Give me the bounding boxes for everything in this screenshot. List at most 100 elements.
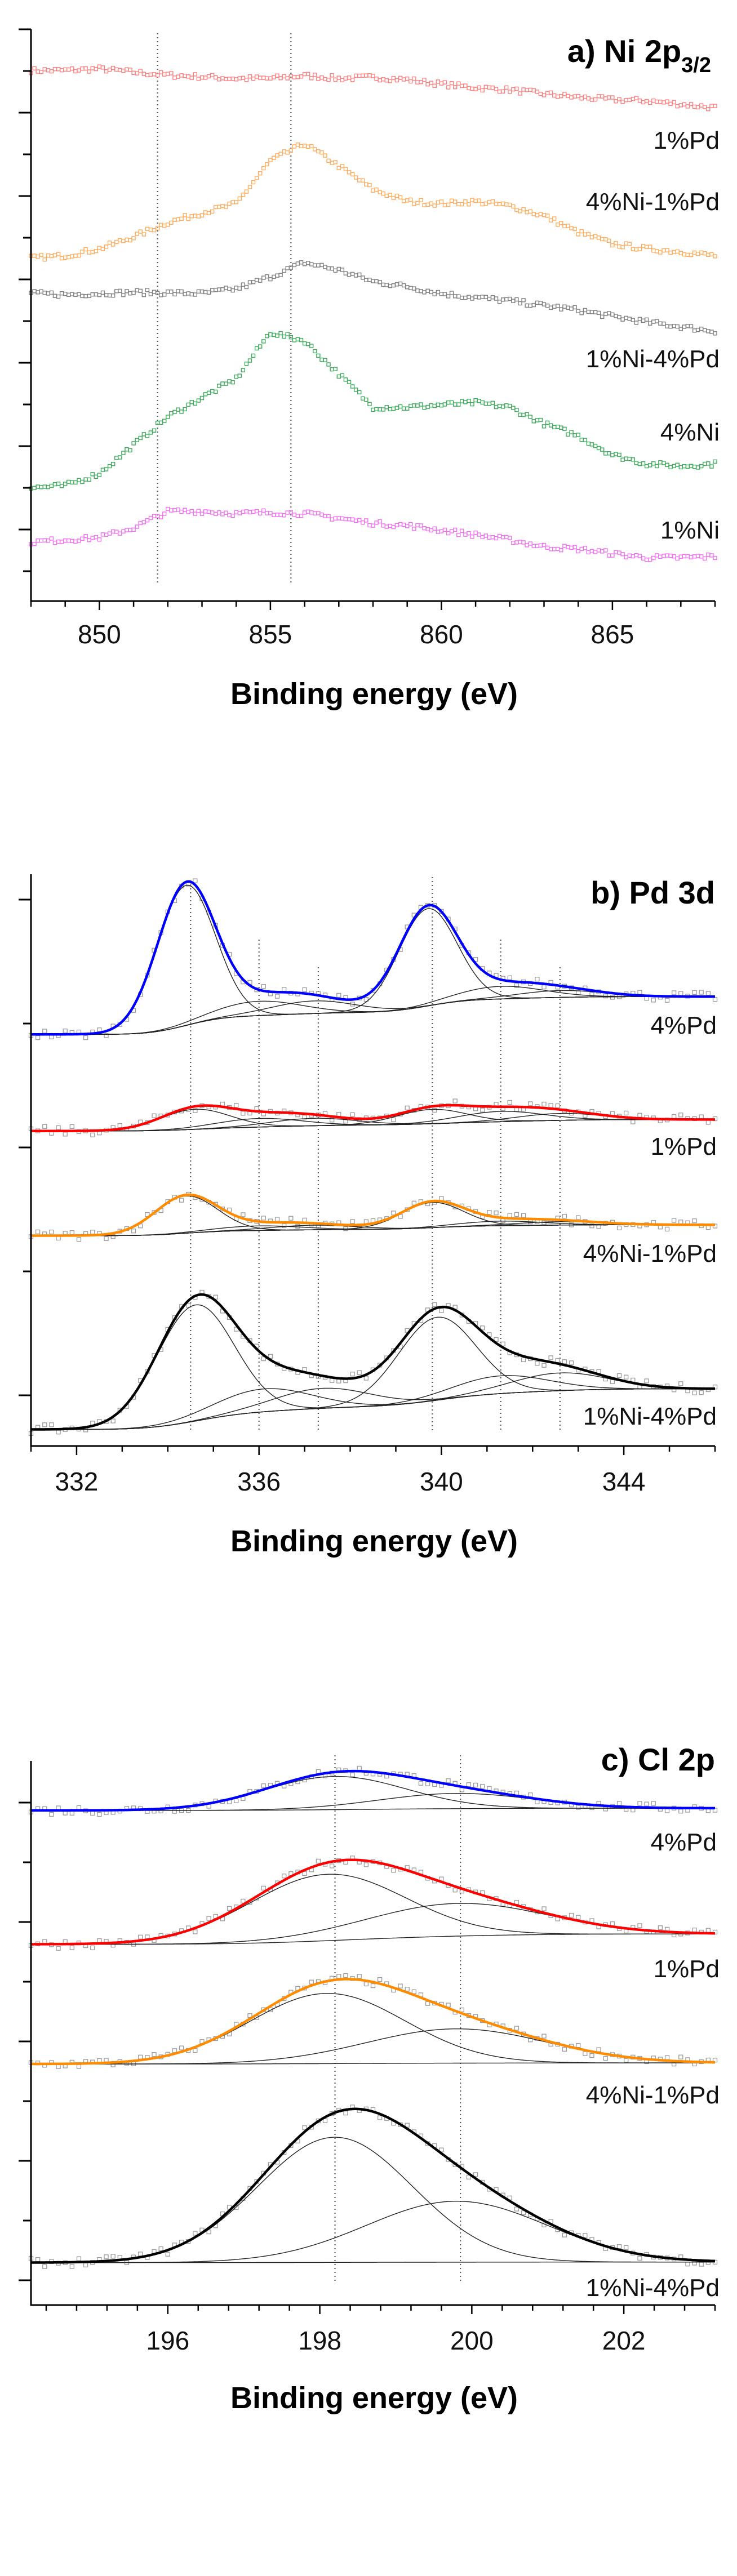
data-point	[556, 223, 560, 227]
data-point	[388, 193, 393, 197]
data-point	[381, 407, 385, 412]
data-point	[138, 2054, 143, 2059]
data-point	[350, 272, 355, 277]
data-point	[596, 548, 601, 553]
data-point	[138, 288, 143, 293]
data-point	[162, 419, 167, 423]
data-point	[166, 223, 170, 227]
data-point	[682, 554, 687, 559]
data-point	[422, 78, 427, 82]
data-point	[261, 1885, 266, 1891]
data-point	[80, 536, 85, 541]
data-point	[477, 532, 481, 537]
data-point	[470, 296, 474, 301]
x-tick-label: 336	[237, 1467, 281, 1496]
data-point	[265, 162, 269, 167]
data-point	[541, 1363, 547, 1368]
data-point	[49, 290, 54, 295]
data-point	[514, 1107, 520, 1112]
data-point	[309, 344, 314, 348]
data-point	[672, 100, 676, 105]
data-point	[94, 292, 99, 297]
data-point	[569, 1360, 574, 1365]
data-point	[66, 67, 71, 72]
data-point	[285, 76, 290, 81]
data-point	[695, 554, 700, 558]
data-point	[480, 535, 485, 540]
data-point	[333, 160, 338, 164]
data-point	[647, 463, 652, 468]
data-point	[678, 465, 683, 470]
data-point	[583, 94, 588, 99]
data-point	[589, 310, 594, 314]
data-point	[411, 1989, 416, 1994]
data-point	[152, 1113, 157, 1118]
data-point	[179, 216, 184, 221]
data-point	[463, 295, 468, 300]
data-point	[77, 253, 81, 258]
data-point	[614, 452, 618, 456]
data-point	[56, 1946, 61, 1951]
envelope-curve	[31, 880, 715, 1036]
data-point	[59, 484, 64, 488]
data-point	[709, 330, 714, 334]
data-point	[227, 77, 232, 81]
series-label-1ni4pd-a: 1%Ni-4%Pd	[586, 345, 720, 373]
data-point	[703, 556, 707, 561]
data-point	[518, 540, 522, 544]
data-point	[449, 529, 454, 533]
data-point	[535, 90, 540, 94]
data-point	[353, 388, 358, 392]
panel-c-cl2p: 196 198 200 202	[19, 1755, 718, 2355]
data-point	[535, 1361, 540, 1366]
data-point	[637, 98, 642, 103]
data-point	[535, 544, 540, 548]
data-point	[347, 380, 352, 384]
data-point	[699, 990, 704, 995]
data-point	[282, 1223, 287, 1229]
data-point	[138, 520, 143, 526]
data-point	[32, 486, 37, 490]
data-point	[692, 2261, 697, 2266]
data-point	[343, 1973, 348, 1978]
data-point	[644, 99, 649, 104]
data-point	[199, 75, 205, 80]
data-point	[449, 400, 454, 405]
data-point	[504, 403, 509, 408]
data-point	[429, 290, 433, 295]
data-point	[477, 85, 481, 90]
data-point	[624, 2245, 629, 2250]
data-point	[507, 975, 512, 980]
data-point	[705, 1225, 711, 1230]
data-point	[467, 295, 471, 299]
data-point	[305, 509, 310, 514]
data-point	[405, 1105, 410, 1111]
data-point	[586, 96, 591, 101]
data-point	[603, 237, 608, 242]
data-point	[617, 97, 621, 101]
data-point	[480, 1783, 485, 1789]
data-point	[593, 443, 598, 448]
data-point	[206, 211, 211, 216]
data-point	[579, 229, 584, 234]
data-point	[531, 212, 536, 216]
data-point	[330, 1378, 335, 1383]
data-point	[405, 524, 410, 528]
data-point	[616, 2244, 622, 2249]
series-label-1pd-a: 1%Pd	[654, 127, 720, 154]
data-point	[114, 530, 119, 534]
data-point	[422, 526, 427, 531]
data-point	[668, 250, 673, 255]
data-point	[514, 540, 519, 545]
data-point	[199, 213, 205, 218]
data-point	[333, 516, 338, 521]
data-point	[42, 67, 47, 72]
data-point	[518, 301, 522, 306]
data-point	[436, 530, 441, 534]
data-point	[631, 554, 636, 559]
data-point	[620, 317, 625, 322]
data-point	[713, 104, 717, 108]
data-point	[336, 75, 341, 80]
data-point	[514, 2026, 520, 2031]
data-point	[432, 403, 437, 408]
